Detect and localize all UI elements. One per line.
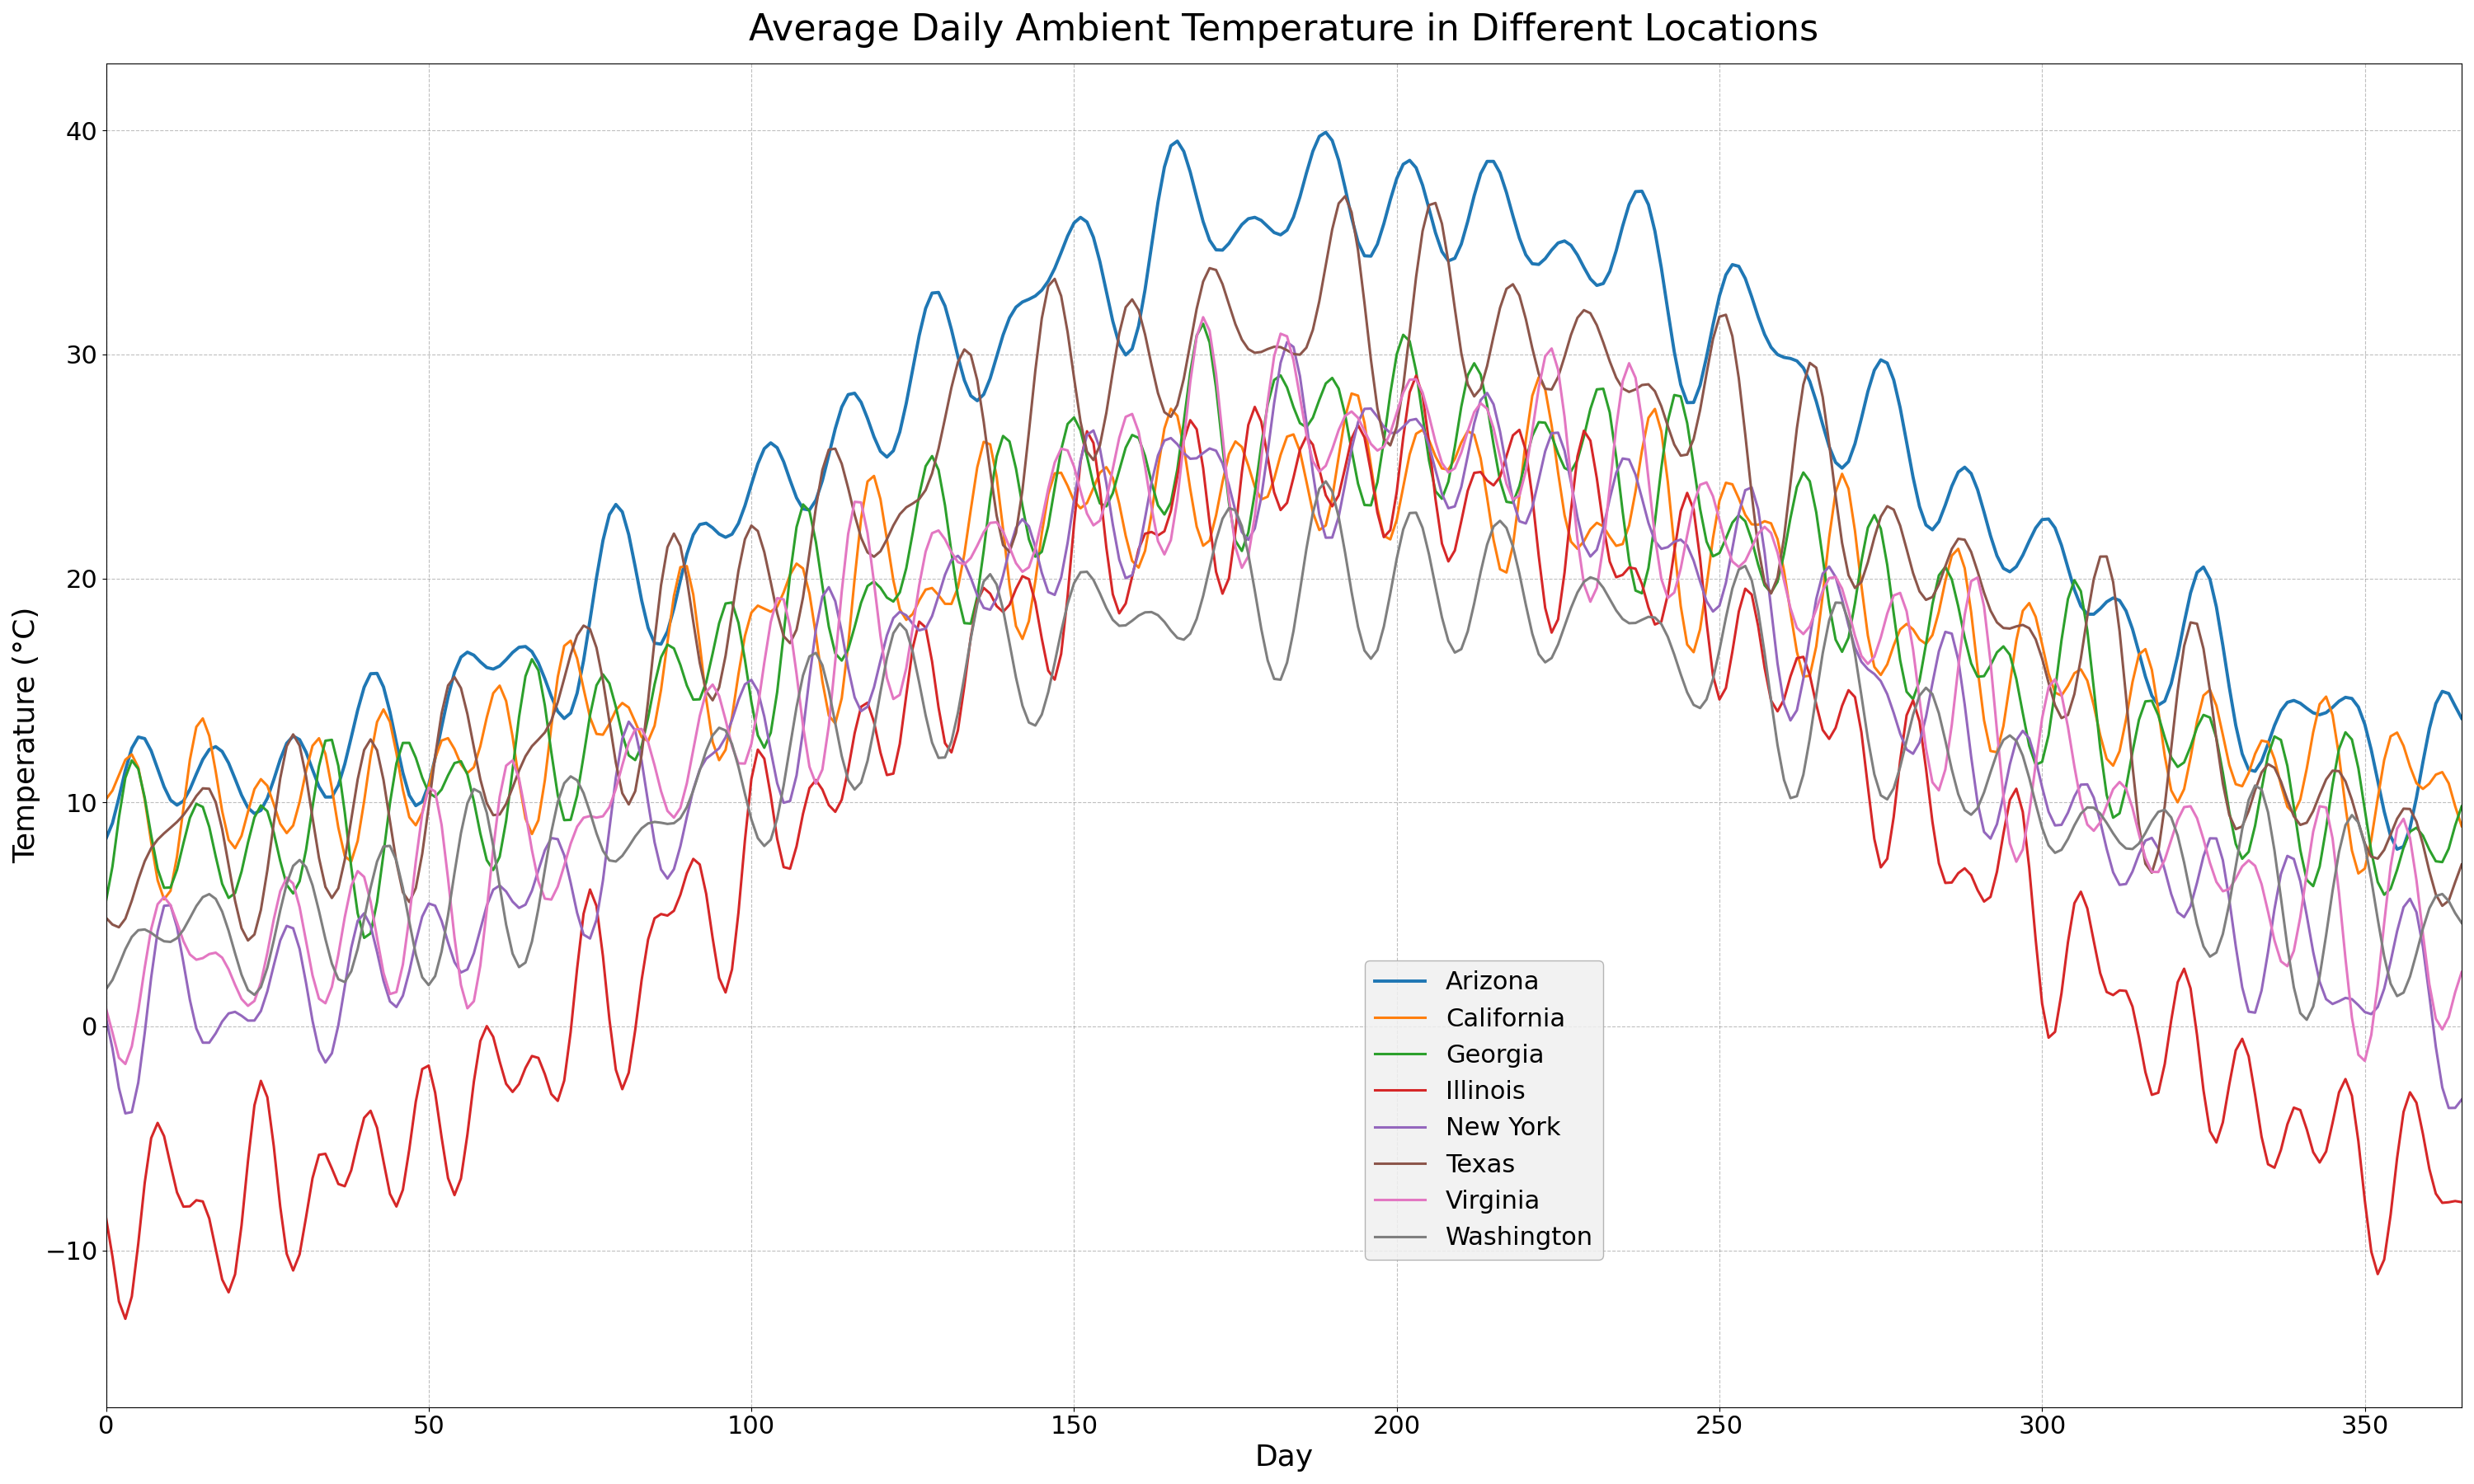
Virginia [1717,552,1747,570]
Virginia [111,1055,141,1073]
Arizona [1841,435,1870,453]
Arizona [574,611,604,629]
California [329,847,359,865]
Washington [2447,914,2474,932]
Virginia [92,1000,121,1018]
Illinois [497,1083,527,1101]
Washington [574,803,604,821]
Washington [1712,608,1742,626]
Virginia [497,751,527,769]
Georgia [1717,513,1747,531]
Texas [1331,187,1361,205]
Virginia [1846,647,1875,665]
Georgia [349,929,379,947]
California [497,727,527,745]
Line: California: California [106,377,2462,899]
Virginia [1188,309,1217,326]
Texas [233,932,262,950]
Washington [492,916,522,933]
New York [1717,540,1747,558]
New York [92,1009,121,1027]
Virginia [1376,424,1405,442]
Texas [497,779,527,797]
Illinois [581,896,611,914]
Line: Texas: Texas [106,196,2462,941]
X-axis label: Day: Day [1254,1444,1314,1472]
Texas [1376,436,1405,454]
Illinois [1846,723,1875,741]
Line: Georgia: Georgia [106,324,2462,938]
Texas [581,638,611,656]
California [2447,818,2474,835]
Illinois [1368,528,1398,546]
Line: Washington: Washington [106,481,2462,1020]
California [148,890,178,908]
New York [2447,1091,2474,1109]
Georgia [581,677,611,695]
Arizona [2382,840,2412,858]
Georgia [2447,797,2474,815]
Georgia [497,761,527,779]
New York [1846,653,1875,671]
Arizona [1712,266,1742,283]
Texas [1717,328,1747,346]
New York [1272,334,1301,352]
Georgia [1188,315,1217,332]
Virginia [2447,963,2474,981]
New York [497,893,527,911]
Y-axis label: Temperature (°C): Temperature (°C) [12,607,40,864]
California [1717,475,1747,493]
Line: Virginia: Virginia [106,318,2462,1064]
Georgia [92,892,121,910]
Illinois [111,1310,141,1328]
New York [111,1104,141,1122]
Washington [1311,472,1341,490]
Illinois [1717,643,1747,660]
Arizona [1311,123,1341,141]
Arizona [492,651,522,669]
Illinois [1400,367,1430,384]
California [1368,527,1398,545]
Illinois [329,1177,359,1195]
Washington [92,981,121,999]
California [581,726,611,743]
Georgia [1846,552,1875,570]
Texas [92,908,121,926]
Georgia [1376,384,1405,402]
Arizona [2447,709,2474,727]
Arizona [324,776,354,794]
Washington [1841,646,1870,663]
Virginia [329,908,359,926]
Arizona [92,830,121,847]
Line: New York: New York [106,343,2462,1113]
Illinois [92,1208,121,1226]
New York [581,911,611,929]
Title: Average Daily Ambient Temperature in Different Locations: Average Daily Ambient Temperature in Dif… [750,12,1818,47]
Washington [1368,617,1398,635]
Washington [2291,1011,2321,1028]
Texas [2447,856,2474,874]
Arizona [1368,215,1398,233]
New York [1376,424,1405,442]
Texas [1846,573,1875,591]
Virginia [581,809,611,827]
Illinois [2447,1193,2474,1211]
Legend: Arizona, California, Georgia, Illinois, New York, Texas, Virginia, Washington: Arizona, California, Georgia, Illinois, … [1366,960,1603,1260]
Line: Arizona: Arizona [106,132,2462,849]
Georgia [324,757,354,775]
California [92,791,121,809]
Washington [324,971,354,988]
California [1524,368,1554,386]
New York [329,978,359,996]
Line: Illinois: Illinois [106,375,2462,1319]
Texas [329,850,359,868]
California [1846,577,1875,595]
